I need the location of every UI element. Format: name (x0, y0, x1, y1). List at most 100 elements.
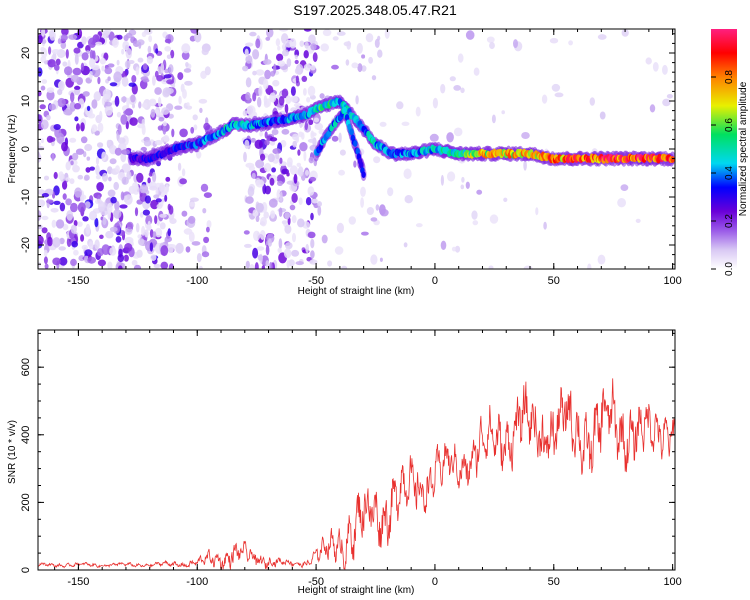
spectrogram-noise-blob (109, 226, 118, 232)
spectrogram-noise-blob (379, 121, 387, 127)
spectrogram-noise-blob (269, 140, 276, 146)
spectrogram-noise-blob (473, 67, 480, 76)
spectrogram-noise-blob (108, 176, 112, 182)
spectrogram-noise-blob (43, 249, 48, 257)
spectrogram-noise-blob (125, 32, 133, 39)
spectrogram-noise-blob (286, 172, 290, 177)
spectrogram-noise-blob (40, 138, 44, 144)
spectrogram-noise-blob (279, 157, 283, 164)
spectrogram-noise-blob (269, 137, 278, 142)
spectrogram-noise-blob (177, 72, 184, 81)
spectrogram-noise-blob (41, 193, 50, 198)
spectrogram-noise-blob (52, 257, 61, 266)
spectrogram-noise-blob (252, 70, 257, 76)
spectrogram-noise-blob (587, 263, 592, 269)
spectrogram-noise-blob (150, 108, 156, 118)
spectrogram-noise-blob (74, 116, 79, 122)
spectrogram-noise-blob (171, 128, 175, 138)
spectrogram-noise-blob (370, 254, 378, 265)
spectrogram-noise-blob (120, 114, 128, 125)
spectrogram-noise-blob (38, 199, 46, 208)
spectrogram-noise-blob (259, 131, 263, 137)
spectrogram-noise-blob (132, 103, 135, 109)
spectrogram-noise-blob (80, 136, 88, 144)
spectrogram-noise-blob (415, 223, 423, 228)
spectrogram-noise-blob (116, 34, 123, 40)
spectrogram-noise-blob (279, 29, 289, 32)
spectrogram-noise-blob (73, 47, 81, 54)
spectrogram-noise-blob (306, 97, 311, 103)
spectrogram-noise-blob (154, 70, 159, 78)
spectrogram-noise-blob (366, 207, 374, 215)
spectrogram-noise-blob (183, 68, 192, 73)
spectrogram-noise-blob (89, 49, 94, 60)
spectrogram-noise-blob (291, 193, 298, 203)
spectrogram-noise-blob (105, 230, 114, 239)
spectrogram-noise-blob (243, 230, 250, 235)
y-tick-label: 20 (20, 47, 32, 59)
spectrogram-noise-blob (159, 222, 166, 230)
spectrogram-noise-blob (144, 229, 149, 238)
spectrogram-noise-blob (80, 62, 85, 72)
spectrogram-noise-blob (472, 220, 479, 226)
spectrogram-noise-blob (198, 98, 208, 104)
spectrogram-noise-blob (94, 239, 100, 250)
spectrogram-noise-blob (488, 265, 494, 269)
spectrogram-noise-blob (107, 261, 113, 269)
spectrogram-noise-blob (255, 159, 265, 169)
spectrogram-noise-blob (135, 222, 140, 233)
spectrogram-noise-blob (121, 48, 125, 55)
spectrogram-noise-blob (267, 238, 272, 247)
spectrogram-noise-blob (59, 202, 66, 212)
spectrogram-noise-blob (271, 167, 276, 173)
spectrogram-noise-blob (160, 261, 169, 269)
spectrogram-noise-blob (253, 230, 261, 241)
snr-x-label: Height of straight line (km) (298, 585, 415, 596)
spectrogram-noise-blob (256, 246, 265, 251)
spectrogram-noise-blob (440, 83, 446, 94)
spectrogram-noise-blob (203, 122, 211, 131)
spectrogram-ridge-cell (355, 147, 360, 155)
spectrogram-noise-blob (317, 205, 322, 216)
spectrogram-noise-blob (54, 64, 60, 71)
spectrogram-noise-blob (181, 168, 186, 177)
spectrogram-noise-blob (74, 187, 82, 198)
spectrogram-noise-blob (104, 101, 113, 107)
spectrogram-noise-blob (164, 68, 170, 74)
spectrogram-noise-blob (48, 46, 52, 55)
spectrogram-noise-blob (454, 245, 461, 253)
spectrogram-marks (38, 29, 675, 269)
spectrogram-noise-blob (122, 40, 130, 51)
spectrogram-noise-blob (338, 169, 345, 176)
spectrogram-ridge-cell (342, 106, 347, 114)
spectrogram-noise-blob (114, 200, 120, 211)
spectrogram-noise-blob (286, 260, 290, 269)
spectrogram-noise-blob (99, 110, 103, 122)
spectrogram-noise-blob (89, 70, 93, 80)
spectrogram-noise-blob (523, 265, 533, 269)
spectrogram-noise-blob (360, 186, 366, 197)
y-tick-label: 0 (20, 567, 32, 573)
spectrogram-noise-blob (568, 40, 573, 46)
spectrogram-noise-blob (190, 126, 195, 134)
spectrogram-noise-blob (61, 141, 68, 152)
spectrogram-noise-blob (415, 106, 421, 117)
spectrogram-x-label: Height of straight line (km) (298, 286, 415, 297)
spectrogram-noise-blob (440, 240, 447, 250)
spectrogram-noise-blob (104, 104, 113, 116)
spectrogram-noise-blob (59, 256, 68, 266)
spectrogram-noise-blob (589, 97, 595, 106)
spectrogram-noise-blob (313, 117, 320, 123)
spectrogram-noise-blob (41, 215, 49, 221)
spectrogram-noise-blob (261, 265, 266, 269)
spectrogram-noise-blob (77, 174, 84, 180)
spectrogram-noise-blob (97, 259, 106, 267)
spectrogram-noise-blob (81, 52, 89, 61)
spectrogram-noise-blob (285, 95, 292, 105)
spectrogram-noise-blob (170, 49, 175, 59)
spectrogram-noise-blob (404, 195, 413, 204)
spectrogram-noise-blob (97, 142, 104, 148)
spectrogram-noise-blob (133, 264, 142, 269)
spectrogram-noise-blob (649, 104, 656, 113)
spectrogram-noise-blob (267, 153, 275, 163)
